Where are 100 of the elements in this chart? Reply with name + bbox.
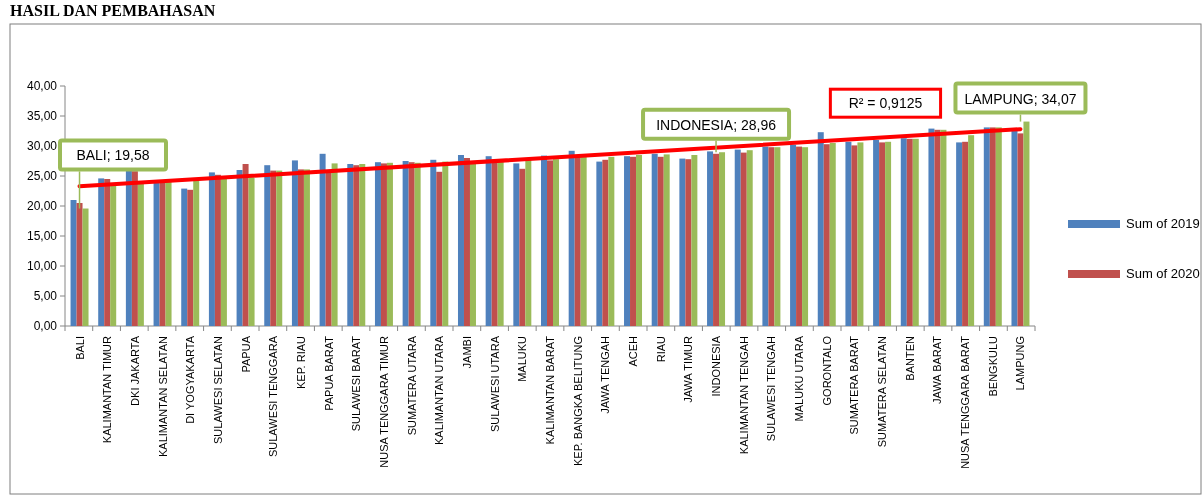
bar: [236, 170, 243, 326]
y-tick-label: 35,00: [26, 109, 58, 123]
bar: [270, 170, 277, 326]
bar: [374, 162, 381, 326]
x-tick-label: JAWA TENGAH: [599, 335, 612, 414]
y-tick-label: 30,00: [26, 139, 58, 153]
x-tick-label: MALUKU UTARA: [793, 335, 806, 422]
y-tick-label: 40,00: [26, 79, 58, 93]
x-tick-label: ACEH: [627, 335, 640, 367]
bar: [796, 146, 803, 326]
bar: [912, 138, 919, 326]
bar: [928, 128, 935, 326]
bar: [857, 142, 864, 326]
bar: [436, 171, 443, 326]
bar: [845, 141, 852, 326]
bar: [851, 145, 858, 326]
bar: [104, 179, 111, 326]
bar: [995, 127, 1002, 326]
bar: [131, 171, 138, 326]
bar: [82, 208, 89, 326]
bar: [817, 132, 824, 326]
bar: [602, 159, 609, 326]
x-tick-label: JAWA TIMUR: [682, 335, 695, 403]
x-tick-label: JAWA BARAT: [931, 335, 944, 405]
bar: [989, 127, 996, 326]
x-tick-label: SUMATERA UTARA: [405, 335, 418, 436]
bar: [70, 200, 77, 326]
bar: [774, 147, 781, 326]
bar: [651, 153, 658, 326]
bar: [900, 138, 907, 326]
x-tick-label: BENGKULU: [986, 335, 999, 397]
x-tick-label: DI YOGYAKARTA: [184, 335, 197, 424]
x-tick-label: INDONESIA: [710, 335, 723, 397]
x-tick-label: SULAWESI UTARA: [488, 335, 501, 432]
x-tick-label: KALIMANTAN UTARA: [433, 335, 446, 445]
x-tick-label: KALIMANTAN TENGAH: [737, 335, 750, 455]
y-tick-label: 25,00: [26, 169, 58, 183]
bar: [885, 141, 892, 326]
x-tick-label: KALIMANTAN TIMUR: [101, 335, 114, 444]
bar: [125, 169, 132, 326]
x-tick-label: NUSA TENGGARA BARAT: [959, 335, 972, 469]
bar: [463, 158, 470, 326]
bar: [76, 203, 83, 326]
x-tick-label: SUMATERA SELATAN: [876, 335, 889, 448]
bar: [331, 163, 338, 326]
legend-label: Sum of 2019: [1126, 216, 1200, 231]
bar: [402, 161, 409, 326]
x-tick-label: MALUKU: [516, 335, 529, 382]
bar: [248, 177, 255, 326]
bar: [983, 127, 990, 326]
x-tick-label: SULAWESI BARAT: [350, 335, 363, 432]
bar: [430, 159, 437, 326]
bar: [663, 154, 670, 326]
bar: [685, 159, 692, 326]
y-tick-label: 20,00: [26, 199, 58, 213]
bar: [137, 183, 144, 326]
bar: [457, 155, 464, 326]
bar: [762, 146, 769, 326]
bar: [1011, 129, 1018, 326]
bar: [873, 140, 880, 326]
bar: [768, 147, 775, 326]
bar: [264, 165, 271, 326]
x-tick-label: KALIMANTAN BARAT: [544, 335, 556, 445]
x-tick-label: SULAWESI TENGAH: [765, 335, 778, 442]
bar: [319, 153, 326, 326]
bar: [636, 155, 643, 326]
bar: [713, 153, 720, 326]
bar: [276, 170, 283, 326]
legend-label: Sum of 2020: [1126, 266, 1200, 281]
x-tick-label: KEP. RIAU: [294, 335, 307, 389]
bar: [110, 184, 117, 326]
bar: [408, 162, 415, 326]
y-tick-label: 0,00: [33, 319, 58, 333]
bar: [469, 161, 476, 326]
bar: [906, 138, 913, 326]
x-tick-label: GORONTALO: [820, 335, 833, 406]
bar: [596, 161, 603, 326]
y-tick-label: 15,00: [26, 229, 58, 243]
bar: [303, 169, 310, 326]
bar: [214, 174, 221, 326]
chart-title: HASIL DAN PEMBAHASAN: [10, 2, 216, 19]
bar: [1023, 121, 1030, 326]
x-tick-label: RIAU: [654, 335, 667, 363]
x-tick-label: KALIMANTAN SELATAN: [156, 335, 169, 458]
bar: [719, 152, 726, 326]
bar: [165, 180, 172, 326]
bar: [98, 178, 105, 326]
bar: [386, 162, 393, 326]
x-tick-label: PAPUA: [239, 335, 252, 373]
x-tick-label: NUSA TENGGARA TIMUR: [377, 335, 390, 468]
bar: [159, 182, 166, 326]
x-tick-label: SUMATERA BARAT: [848, 335, 861, 435]
bar: [574, 156, 581, 326]
bar: [220, 178, 227, 326]
x-tick-label: DKI JAKARTA: [128, 335, 141, 406]
bar: [347, 164, 354, 326]
annotation: BALI; 19,58: [76, 147, 150, 164]
bar: [291, 160, 298, 326]
bar: [657, 156, 664, 326]
bar: [380, 163, 387, 326]
